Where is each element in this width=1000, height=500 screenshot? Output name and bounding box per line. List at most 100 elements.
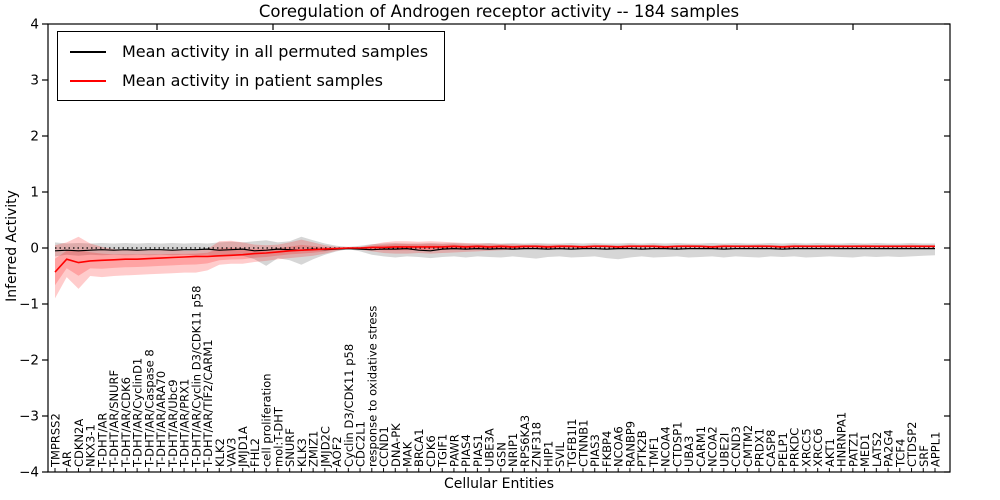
- x-tick-label: RPS6KA3: [518, 415, 532, 467]
- x-tick-label: TCF4: [893, 439, 907, 468]
- x-tick-label: PATZ1: [846, 432, 860, 467]
- y-tick-label: 0: [30, 241, 39, 257]
- x-tick-label: PIAS4: [459, 434, 473, 467]
- x-tick-label: XRCC6: [811, 428, 825, 467]
- x-tick-label: PA2G4: [882, 429, 896, 467]
- x-tick-label: AR: [60, 451, 74, 467]
- x-tick-label: BRCA1: [412, 428, 426, 467]
- patient-line-swatch: [70, 79, 106, 82]
- x-tick-label: PAWR: [447, 434, 461, 467]
- x-tick-label: mol:T-DHT: [271, 406, 285, 467]
- x-tick-label: TGIF1: [436, 434, 450, 468]
- x-tick-label: UBE3A: [483, 428, 497, 467]
- x-tick-label: CARM1: [694, 426, 708, 467]
- x-tick-label: CDK6: [424, 435, 438, 467]
- band-permuted: [55, 236, 935, 266]
- x-tick-label: NCOA6: [612, 426, 626, 467]
- x-tick-label: FHL2: [248, 438, 262, 467]
- y-tick-label: 3: [30, 73, 39, 89]
- x-tick-label: T-DHT/AR/Cyclin D3/CDK11 p58: [189, 286, 203, 468]
- x-tick-label: T-DHT/AR/PRX1: [178, 379, 192, 468]
- x-tick-label: DNA-PK: [389, 423, 403, 467]
- x-tick-label: GSN: [494, 442, 508, 467]
- x-tick-label: NCOA2: [706, 426, 720, 467]
- x-tick-label: MED1: [858, 434, 872, 467]
- x-tick-label: CCND1: [377, 426, 391, 467]
- band-patient-inner: [55, 244, 935, 286]
- y-tick-label: −1: [19, 297, 39, 313]
- x-tick-label: T-DHT/AR/Caspase 8: [142, 349, 156, 468]
- x-tick-label: cell proliferation: [260, 373, 274, 467]
- x-tick-label: RANBP9: [623, 421, 637, 467]
- x-tick-label: KLK2: [213, 438, 227, 467]
- x-tick-label: FKBP4: [600, 431, 614, 467]
- x-tick-label: JMJD2C: [318, 426, 332, 468]
- x-tick-label: ZMIZ1: [307, 431, 321, 467]
- x-tick-label: MAK: [401, 441, 415, 467]
- x-tick-label: T-DHT/AR/SNURF: [107, 370, 121, 468]
- legend-entry-permuted: Mean activity in all permuted samples: [70, 37, 428, 66]
- x-tick-label: T-DHT/AR: [95, 413, 109, 468]
- x-tick-label: APPL1: [929, 432, 943, 467]
- x-tick-label: SNURF: [283, 428, 297, 467]
- x-tick-label: CTDSP1: [670, 422, 684, 467]
- x-tick-label: T-DHT/AR/Ubc9: [166, 379, 180, 468]
- x-tick-label: response to oxidative stress: [365, 306, 379, 467]
- x-tick-label: T-DHT/AR/ARA70: [154, 371, 168, 468]
- x-tick-label: CTNNB1: [577, 420, 591, 467]
- x-tick-label: ZNF318: [530, 422, 544, 467]
- x-tick-label: NRIP1: [506, 433, 520, 467]
- x-tick-label: UBA3: [682, 436, 696, 468]
- line-permuted-mean: [54, 247, 935, 252]
- x-tick-label: PELP1: [776, 432, 790, 467]
- x-tick-label: TMPRSS2: [49, 413, 63, 468]
- x-tick-label: SVIL: [553, 441, 567, 467]
- x-tick-label: HNRNPA1: [835, 412, 849, 467]
- legend: Mean activity in all permuted samples Me…: [57, 31, 446, 101]
- x-tick-label: KLK3: [295, 438, 309, 467]
- x-tick-label: CCND3: [729, 426, 743, 467]
- x-tick-label: CASP8: [764, 430, 778, 467]
- x-tick-label: SRF: [917, 445, 931, 467]
- x-tick-label: CMTM2: [741, 425, 755, 467]
- y-tick-label: −4: [19, 465, 39, 481]
- x-tick-label: LATS2: [870, 432, 884, 467]
- permuted-line-swatch: [70, 50, 106, 53]
- x-tick-label: PIAS1: [471, 434, 485, 467]
- x-tick-label: JMJD1A: [236, 426, 250, 468]
- y-tick-label: 2: [30, 129, 39, 145]
- x-tick-label: NCOA4: [659, 426, 673, 467]
- x-tick-label: PTK2B: [635, 430, 649, 467]
- x-tick-label: UBE2I: [717, 433, 731, 467]
- x-tick-label: CDC2L1: [354, 421, 368, 467]
- x-axis-title: Cellular Entities: [443, 476, 555, 492]
- x-tick-label: CTDSP2: [905, 422, 919, 467]
- x-tick-label: AKT1: [823, 438, 837, 467]
- line-patient-mean: [54, 245, 935, 273]
- x-tick-label: PRKDC: [788, 428, 802, 467]
- y-tick-label: −2: [19, 353, 39, 369]
- x-tick-label: CDKN2A: [72, 419, 86, 467]
- x-tick-label: PRDX1: [753, 428, 767, 467]
- y-axis-title: Inferred Activity: [4, 190, 20, 302]
- y-tick-label: 4: [30, 17, 39, 33]
- x-tick-label: XRCC5: [799, 428, 813, 467]
- x-tick-label: NKX3-1: [84, 424, 98, 467]
- x-tick-label: T-DHT/AR/TIF2/CARM1: [201, 339, 215, 468]
- y-tick-label: 1: [30, 185, 39, 201]
- chart-title: Coregulation of Androgen receptor activi…: [258, 2, 740, 21]
- x-tick-label: AOF2: [330, 436, 344, 467]
- x-tick-label: T-DHT/AR/CyclinD1: [131, 358, 145, 468]
- y-tick-label: −3: [19, 409, 39, 425]
- x-tick-label: PIAS3: [588, 434, 602, 467]
- x-tick-label: HIP1: [541, 441, 555, 467]
- legend-label-patient: Mean activity in patient samples: [122, 71, 383, 90]
- legend-entry-patient: Mean activity in patient samples: [70, 66, 428, 95]
- x-tick-label: TGFB1I1: [565, 419, 579, 468]
- legend-label-permuted: Mean activity in all permuted samples: [122, 42, 429, 61]
- x-tick-label: VAV3: [225, 438, 239, 467]
- x-tick-label: TMF1: [647, 436, 661, 468]
- x-tick-label: Cyclin D3/CDK11 p58: [342, 344, 356, 467]
